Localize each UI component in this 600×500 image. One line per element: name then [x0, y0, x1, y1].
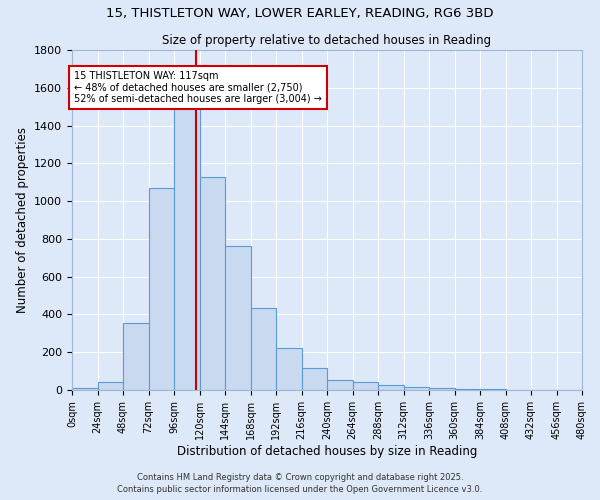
Bar [378, 386, 404, 390]
Text: 15, THISTLETON WAY, LOWER EARLEY, READING, RG6 3BD: 15, THISTLETON WAY, LOWER EARLEY, READIN… [106, 8, 494, 20]
Bar [174, 106, 199, 390]
Title: Size of property relative to detached houses in Reading: Size of property relative to detached ho… [163, 34, 491, 48]
Bar [72, 388, 97, 390]
Bar [225, 246, 251, 390]
Bar [455, 389, 480, 390]
Bar [123, 323, 149, 390]
Bar [327, 380, 353, 390]
Bar [429, 388, 455, 390]
Bar [353, 382, 378, 390]
Bar [199, 176, 225, 390]
X-axis label: Distribution of detached houses by size in Reading: Distribution of detached houses by size … [177, 444, 477, 458]
Bar [276, 348, 302, 390]
Text: 15 THISTLETON WAY: 117sqm
← 48% of detached houses are smaller (2,750)
52% of se: 15 THISTLETON WAY: 117sqm ← 48% of detac… [74, 71, 322, 104]
Y-axis label: Number of detached properties: Number of detached properties [16, 127, 29, 313]
Text: Contains HM Land Registry data © Crown copyright and database right 2025.
Contai: Contains HM Land Registry data © Crown c… [118, 472, 482, 494]
Bar [149, 188, 174, 390]
Bar [302, 368, 327, 390]
Bar [404, 387, 429, 390]
Bar [97, 382, 123, 390]
Bar [251, 308, 276, 390]
